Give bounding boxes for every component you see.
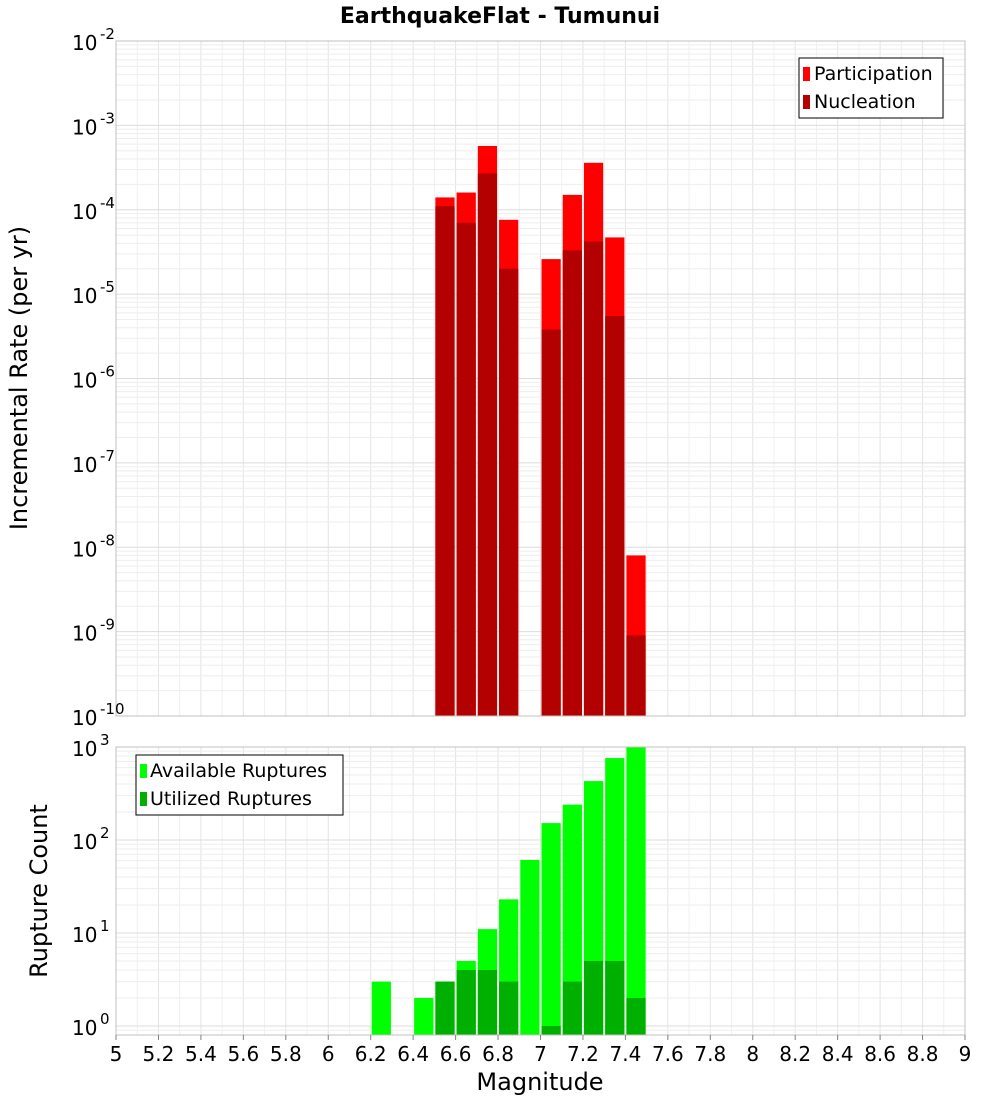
bar-available-ruptures xyxy=(520,859,540,1035)
y-tick-exponent: -3 xyxy=(100,109,115,127)
bar-nucleation xyxy=(477,173,498,716)
chart-title: EarthquakeFlat - Tumunui xyxy=(340,4,660,29)
bar-utilized-ruptures xyxy=(499,981,519,1035)
x-tick-label: 6.6 xyxy=(440,1042,472,1066)
bar-utilized-ruptures xyxy=(456,969,476,1035)
bar-nucleation xyxy=(583,241,604,717)
y-tick-exponent: -7 xyxy=(100,447,115,465)
x-tick-label: 7.6 xyxy=(652,1042,684,1066)
x-tick-label: 6 xyxy=(322,1042,335,1066)
bar-utilized-ruptures xyxy=(541,1025,561,1035)
y-tick-label: 10 xyxy=(72,31,97,55)
y-tick-exponent: -4 xyxy=(100,194,115,212)
legend-label-available: Available Ruptures xyxy=(150,760,327,782)
x-tick-label: 8.8 xyxy=(907,1042,939,1066)
bar-nucleation xyxy=(456,222,476,716)
bar-nucleation xyxy=(541,329,561,716)
y-tick-exponent: 0 xyxy=(100,1010,110,1028)
y-tick-label: 10 xyxy=(72,284,97,308)
bar-available-ruptures xyxy=(371,981,391,1035)
y-tick-exponent: 2 xyxy=(100,824,110,842)
top-legend-box xyxy=(798,57,944,119)
legend-label-utilized: Utilized Ruptures xyxy=(150,788,312,810)
top-grid xyxy=(115,40,966,717)
y-tick-label: 10 xyxy=(72,115,97,139)
top-y-axis-label: Incremental Rate (per yr) xyxy=(5,226,33,530)
bar-nucleation xyxy=(605,316,625,716)
x-tick-label: 8.2 xyxy=(779,1042,811,1066)
bar-utilized-ruptures xyxy=(477,969,498,1035)
y-tick-exponent: 1 xyxy=(100,917,110,935)
y-tick-exponent: -10 xyxy=(100,700,125,718)
y-tick-label: 10 xyxy=(72,369,97,393)
bar-available-ruptures xyxy=(626,747,646,1035)
y-tick-exponent: -5 xyxy=(100,278,115,296)
x-tick-label: 5.6 xyxy=(227,1042,259,1066)
y-tick-label: 10 xyxy=(72,830,97,854)
bottom-legend-box xyxy=(135,754,344,816)
x-tick-label: 8.6 xyxy=(864,1042,896,1066)
y-tick-label: 10 xyxy=(72,453,97,477)
y-tick-label: 10 xyxy=(72,923,97,947)
x-tick-label: 6.4 xyxy=(397,1042,429,1066)
bar-nucleation xyxy=(562,250,582,717)
top-bars xyxy=(435,145,646,717)
y-tick-exponent: -9 xyxy=(100,616,115,634)
y-tick-exponent: -6 xyxy=(100,363,115,381)
legend-swatch-participation xyxy=(803,67,810,81)
bar-utilized-ruptures xyxy=(435,981,455,1035)
x-tick-label: 5.4 xyxy=(185,1042,217,1066)
bar-nucleation xyxy=(626,635,646,716)
x-tick-label: 8 xyxy=(746,1042,759,1066)
legend-swatch-nucleation xyxy=(803,95,810,109)
legend-label-participation: Participation xyxy=(814,63,933,85)
x-tick-label: 8.4 xyxy=(822,1042,854,1066)
legend-swatch-available xyxy=(140,764,147,778)
bar-utilized-ruptures xyxy=(605,960,625,1035)
x-tick-label: 5 xyxy=(110,1042,123,1066)
bar-nucleation xyxy=(435,206,455,716)
y-tick-label: 10 xyxy=(72,200,97,224)
x-ticks: 5 5.2 5.4 5.6 5.8 6 6.2 6.4 6.6 6.8 7 7.2 7.4 7.6 7.8 8… xyxy=(110,1035,972,1066)
bar-utilized-ruptures xyxy=(626,997,646,1035)
x-tick-label: 7.8 xyxy=(694,1042,726,1066)
y-tick-label: 10 xyxy=(72,537,97,561)
y-tick-exponent: -2 xyxy=(100,25,115,43)
bar-available-ruptures xyxy=(414,997,434,1035)
x-tick-label: 5.8 xyxy=(270,1042,302,1066)
bar-utilized-ruptures xyxy=(562,981,582,1035)
x-tick-label: 7 xyxy=(534,1042,547,1066)
bar-available-ruptures xyxy=(562,804,582,1035)
bar-utilized-ruptures xyxy=(583,960,604,1035)
top-legend: Participation Nucleation xyxy=(798,57,944,119)
x-tick-label: 9 xyxy=(959,1042,972,1066)
x-axis-label: Magnitude xyxy=(476,1068,603,1096)
y-tick-exponent: -8 xyxy=(100,531,115,549)
bottom-legend: Available Ruptures Utilized Ruptures xyxy=(135,754,344,816)
bar-available-ruptures xyxy=(541,823,561,1035)
x-tick-label: 5.2 xyxy=(143,1042,175,1066)
y-tick-label: 10 xyxy=(72,737,97,761)
x-tick-label: 7.2 xyxy=(567,1042,599,1066)
y-tick-label: 10 xyxy=(72,1016,97,1040)
x-tick-label: 6.8 xyxy=(482,1042,514,1066)
x-tick-label: 6.2 xyxy=(355,1042,387,1066)
x-tick-label: 7.4 xyxy=(609,1042,641,1066)
y-tick-label: 10 xyxy=(72,622,97,646)
bottom-bars xyxy=(371,747,646,1035)
bar-nucleation xyxy=(499,268,519,716)
y-tick-exponent: 3 xyxy=(100,731,110,749)
legend-label-nucleation: Nucleation xyxy=(814,91,916,113)
top-plot-border xyxy=(115,40,966,717)
bottom-y-axis-label: Rupture Count xyxy=(25,804,53,978)
legend-swatch-utilized xyxy=(140,792,147,806)
y-tick-label: 10 xyxy=(72,706,97,730)
